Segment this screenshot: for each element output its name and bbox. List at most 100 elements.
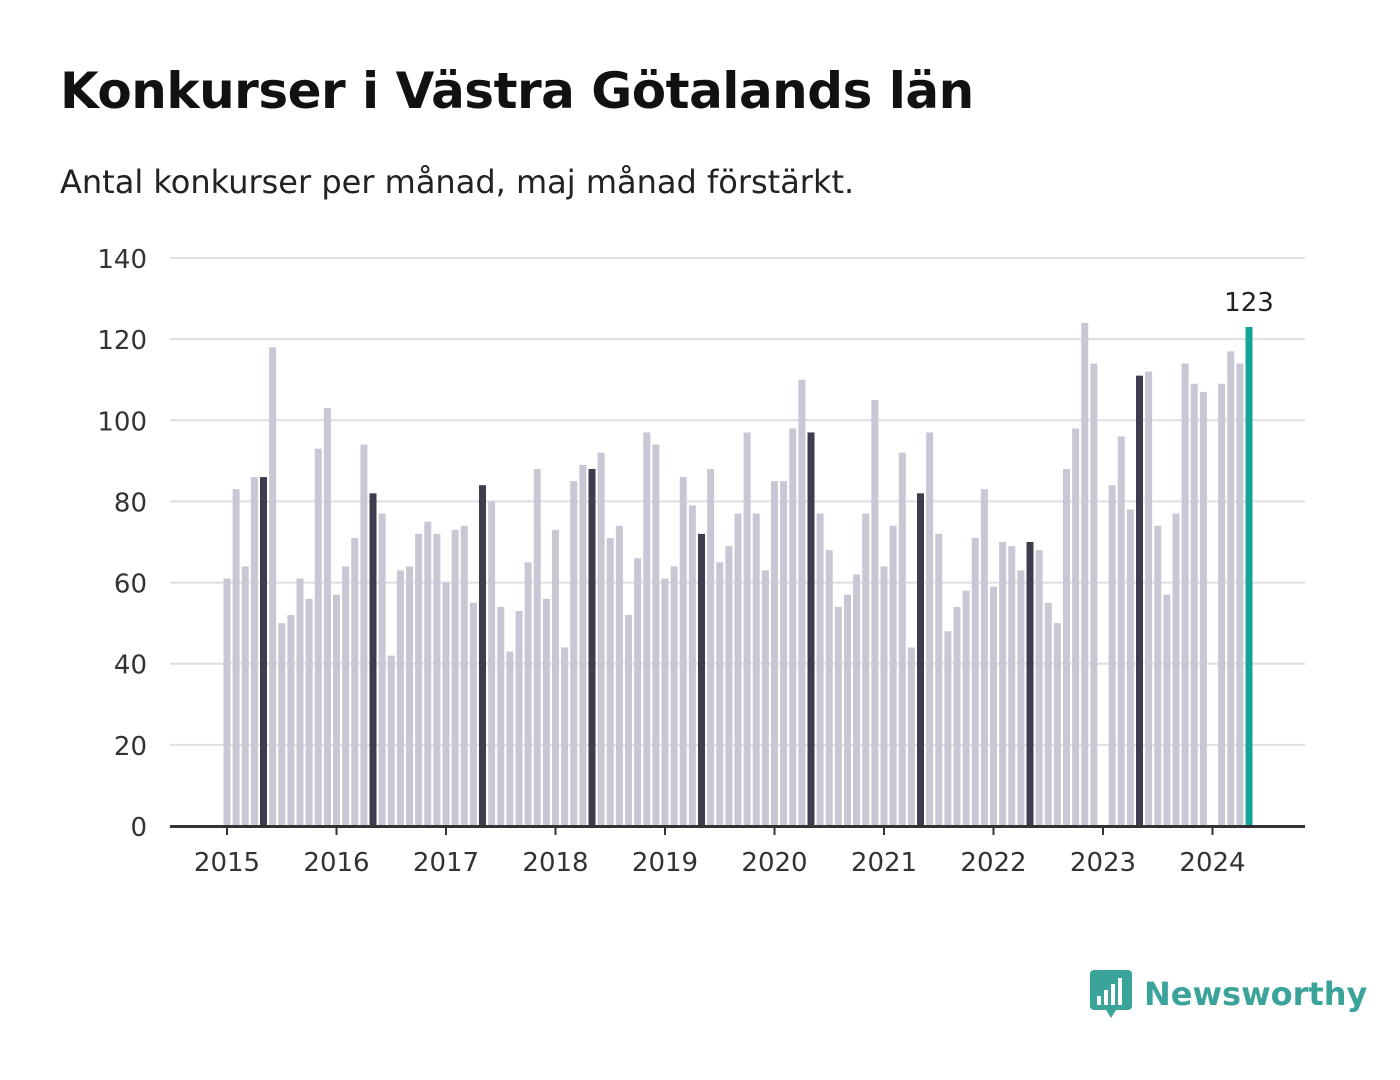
bar [990, 586, 997, 826]
bar [798, 379, 806, 826]
y-tick-label: 140 [97, 245, 147, 275]
bar [1108, 485, 1116, 826]
x-tick-label: 2024 [1179, 848, 1245, 878]
bar [269, 347, 277, 826]
bar [907, 647, 915, 826]
bar [844, 594, 851, 826]
bar [223, 578, 231, 826]
bar-may [1026, 542, 1034, 826]
bar [825, 550, 833, 826]
bar [497, 606, 505, 826]
bar [780, 481, 788, 826]
bar [314, 448, 322, 826]
bar [679, 477, 687, 826]
bar [1090, 363, 1098, 826]
bar [1017, 570, 1025, 826]
x-tick-label: 2022 [960, 848, 1026, 878]
bar [488, 501, 496, 826]
bar [378, 513, 386, 826]
y-axis-tick-labels: 0 20 40 60 80 100 120 140 [97, 245, 147, 843]
x-axis-ticks: 2015 2016 2017 2018 2019 2020 2021 2022 2023 2024 [194, 826, 1246, 878]
bar [305, 598, 313, 826]
bar [296, 578, 304, 826]
bar [1126, 509, 1134, 826]
bar [834, 606, 842, 826]
bar-may [807, 432, 815, 826]
bar [661, 578, 669, 826]
y-tick-label: 40 [114, 651, 147, 681]
bar-may [479, 485, 486, 826]
bar [1218, 383, 1226, 826]
bar [1044, 602, 1052, 826]
data-label-latest: 123 [1224, 288, 1274, 318]
bar [360, 444, 368, 826]
bar [1081, 322, 1089, 826]
bar-may [1136, 375, 1143, 826]
y-tick-label: 0 [130, 813, 147, 843]
bar [707, 468, 715, 826]
x-tick-label: 2019 [632, 848, 698, 878]
bar [561, 647, 569, 826]
bar [971, 537, 979, 826]
bar [962, 590, 970, 826]
bars [223, 322, 1253, 826]
y-tick-label: 60 [114, 570, 147, 600]
bar [597, 452, 605, 826]
bar [1035, 550, 1043, 826]
bar [387, 655, 395, 826]
bar [853, 574, 861, 826]
bar [1172, 513, 1180, 826]
bar [442, 582, 450, 826]
y-tick-label: 20 [114, 732, 147, 762]
bar [862, 513, 870, 826]
x-tick-label: 2021 [851, 848, 917, 878]
bar [241, 566, 249, 826]
bar-latest [1245, 326, 1253, 826]
bar [889, 525, 897, 826]
bar [552, 529, 559, 826]
chart-title: Konkurser i Västra Götalands län [60, 62, 974, 120]
bar [250, 477, 258, 826]
bar [415, 533, 423, 826]
brand-logo: Newsworthy [1090, 970, 1367, 1018]
bar [579, 464, 587, 826]
bar [524, 562, 532, 826]
bar [880, 566, 888, 826]
bar [424, 521, 432, 826]
bar [716, 562, 724, 826]
x-tick-label: 2018 [522, 848, 588, 878]
bar [926, 432, 934, 826]
chart-subtitle: Antal konkurser per månad, maj månad för… [60, 163, 855, 201]
bar [944, 631, 952, 826]
bar [816, 513, 824, 826]
bar [351, 537, 359, 826]
bar [935, 533, 943, 826]
bar [789, 428, 797, 826]
bar [506, 651, 514, 826]
bar [734, 513, 742, 826]
bar [725, 546, 733, 826]
y-tick-label: 120 [97, 326, 147, 356]
bar [606, 537, 614, 826]
x-tick-label: 2015 [194, 848, 260, 878]
bar [743, 432, 751, 826]
bar-chart-speech-bubble-icon [1090, 970, 1132, 1018]
bar [652, 444, 660, 826]
bar [615, 525, 623, 826]
bar [1190, 383, 1198, 826]
x-tick-label: 2020 [741, 848, 807, 878]
bar-may [698, 533, 705, 826]
bar [871, 400, 879, 826]
bar [1008, 546, 1016, 826]
bar-may [369, 493, 377, 826]
bar [634, 558, 642, 826]
bar [1145, 371, 1153, 826]
bar [1053, 623, 1061, 826]
bar [460, 525, 468, 826]
bar [1236, 363, 1244, 826]
bar [1181, 363, 1189, 826]
bar [406, 566, 413, 826]
bar [469, 602, 477, 826]
bar [396, 570, 404, 826]
